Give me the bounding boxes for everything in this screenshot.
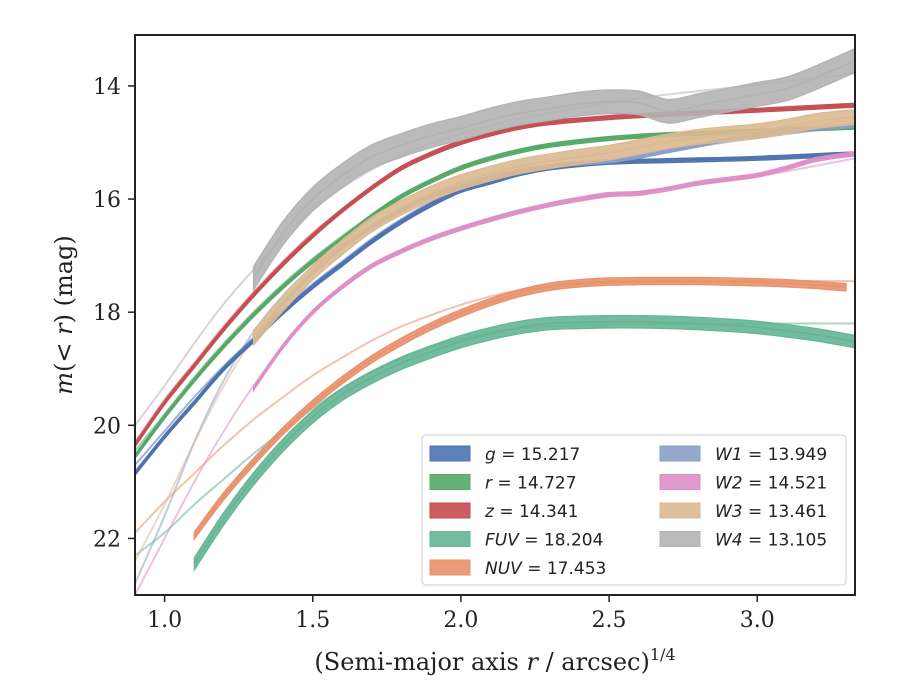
legend-swatch-w3: [659, 502, 701, 519]
y-tick-label: 16: [93, 188, 121, 213]
legend: g = 15.217 r = 14.727 z = 14.341 FUV = 18.2…: [421, 434, 847, 586]
legend-box: [421, 434, 847, 586]
legend-swatch-w4: [659, 531, 701, 547]
legend-label-z: z = 14.341: [484, 502, 578, 522]
legend-label-g: g = 15.217: [485, 445, 580, 465]
legend-label-w1: W1 = 13.949: [715, 445, 827, 465]
tick-layer: 1.0 1.5 2.0 2.5 3.0 14 16 18 20 22: [93, 75, 775, 633]
legend-swatch-fuv: [429, 531, 471, 547]
legend-swatch-w1: [659, 445, 701, 462]
x-tick-label: 1.0: [147, 608, 182, 633]
band-w3: [252, 109, 855, 347]
legend-swatch-w2: [659, 474, 701, 490]
series-line-nuv: [193, 280, 847, 537]
x-tick-label: 2.0: [443, 608, 478, 633]
legend-swatch-g: [429, 445, 471, 462]
legend-swatch-r: [429, 474, 471, 490]
y-tick-label: 20: [93, 414, 121, 439]
band-w2: [252, 151, 855, 393]
series-line-z: [135, 104, 855, 446]
plot-frame: [134, 34, 856, 596]
x-axis-title: (Semi-major axis r / arcsec)1/4: [314, 645, 675, 676]
legend-label-w3: W3 = 13.461: [715, 502, 827, 522]
series-line-g: [135, 153, 855, 474]
band-w4: [252, 47, 855, 293]
x-tick-label: 1.5: [295, 608, 330, 633]
y-tick-label: 22: [93, 527, 121, 552]
legend-label-r: r = 14.727: [485, 474, 577, 494]
legend-label-nuv: NUV = 17.453: [485, 559, 606, 579]
y-tick-label: 18: [93, 301, 121, 326]
series-line-w3: [252, 116, 855, 339]
x-tick-label: 3.0: [740, 608, 775, 633]
band-g: [135, 151, 855, 477]
series-line-w2: [252, 153, 855, 389]
y-tick-label: 14: [93, 75, 121, 100]
band-z: [135, 102, 855, 449]
x-tick-label: 2.5: [592, 608, 627, 633]
series-line-r: [135, 126, 855, 457]
series-layer: [135, 47, 855, 595]
band-nuv: [193, 276, 847, 542]
y-axis-title: m(< r) (mag): [50, 235, 78, 395]
band-fuv: [193, 314, 855, 573]
series-line-w4: [252, 59, 855, 279]
band-r: [135, 124, 855, 460]
series-line-fuv: [193, 320, 855, 565]
legend-swatch-nuv: [429, 559, 471, 576]
legend-label-w4: W4 = 13.105: [715, 531, 827, 551]
legend-label-fuv: FUV = 18.204: [485, 531, 603, 551]
legend-label-w2: W2 = 14.521: [715, 474, 827, 494]
legend-swatch-z: [429, 502, 471, 519]
